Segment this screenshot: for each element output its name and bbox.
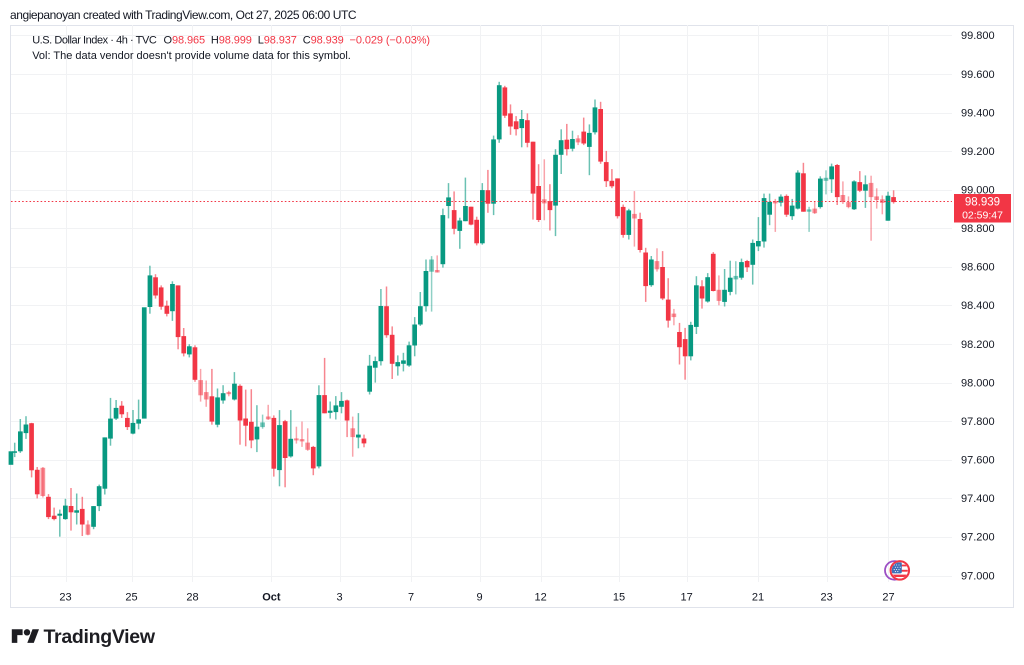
svg-text:9: 9 <box>476 592 482 604</box>
svg-text:28: 28 <box>186 592 198 604</box>
svg-text:3: 3 <box>336 592 342 604</box>
svg-text:15: 15 <box>613 592 625 604</box>
svg-text:98.800: 98.800 <box>961 223 995 235</box>
svg-text:O98.965 H98.999 L98.937 C98: O98.965 H98.999 L98.937 C98.939 −0.029 (… <box>164 35 431 47</box>
svg-text:99.200: 99.200 <box>961 146 995 158</box>
svg-text:17: 17 <box>680 592 692 604</box>
svg-text:97.200: 97.200 <box>961 532 995 544</box>
svg-text:23: 23 <box>59 592 71 604</box>
svg-text:12: 12 <box>534 592 546 604</box>
svg-text:98.600: 98.600 <box>961 262 995 274</box>
svg-text:97.000: 97.000 <box>961 570 995 582</box>
svg-text:angiepanoyan created with Trad: angiepanoyan created with TradingView.co… <box>10 8 357 22</box>
svg-text:Oct: Oct <box>262 592 281 604</box>
svg-text:99.600: 99.600 <box>961 69 995 81</box>
svg-text:98.400: 98.400 <box>961 300 995 312</box>
svg-text:21: 21 <box>752 592 764 604</box>
svg-text:23: 23 <box>820 592 832 604</box>
svg-text:TradingView: TradingView <box>44 626 156 648</box>
svg-text:97.800: 97.800 <box>961 416 995 428</box>
svg-text:7: 7 <box>408 592 414 604</box>
svg-text:02:59:47: 02:59:47 <box>962 210 1003 222</box>
svg-text:98.200: 98.200 <box>961 339 995 351</box>
svg-text:97.400: 97.400 <box>961 493 995 505</box>
svg-text:99.400: 99.400 <box>961 107 995 119</box>
svg-text:99.000: 99.000 <box>961 185 995 197</box>
svg-text:98.939: 98.939 <box>965 197 1000 209</box>
svg-text:98.000: 98.000 <box>961 377 995 389</box>
svg-text:99.800: 99.800 <box>961 30 995 42</box>
svg-text:25: 25 <box>125 592 137 604</box>
svg-text:27: 27 <box>882 592 894 604</box>
svg-text:U.S. Dollar Index · 4h · TVC: U.S. Dollar Index · 4h · TVC <box>32 35 157 47</box>
svg-text:97.600: 97.600 <box>961 455 995 467</box>
svg-text:Vol: The data vendor doesn't p: Vol: The data vendor doesn't provide vol… <box>32 50 351 62</box>
